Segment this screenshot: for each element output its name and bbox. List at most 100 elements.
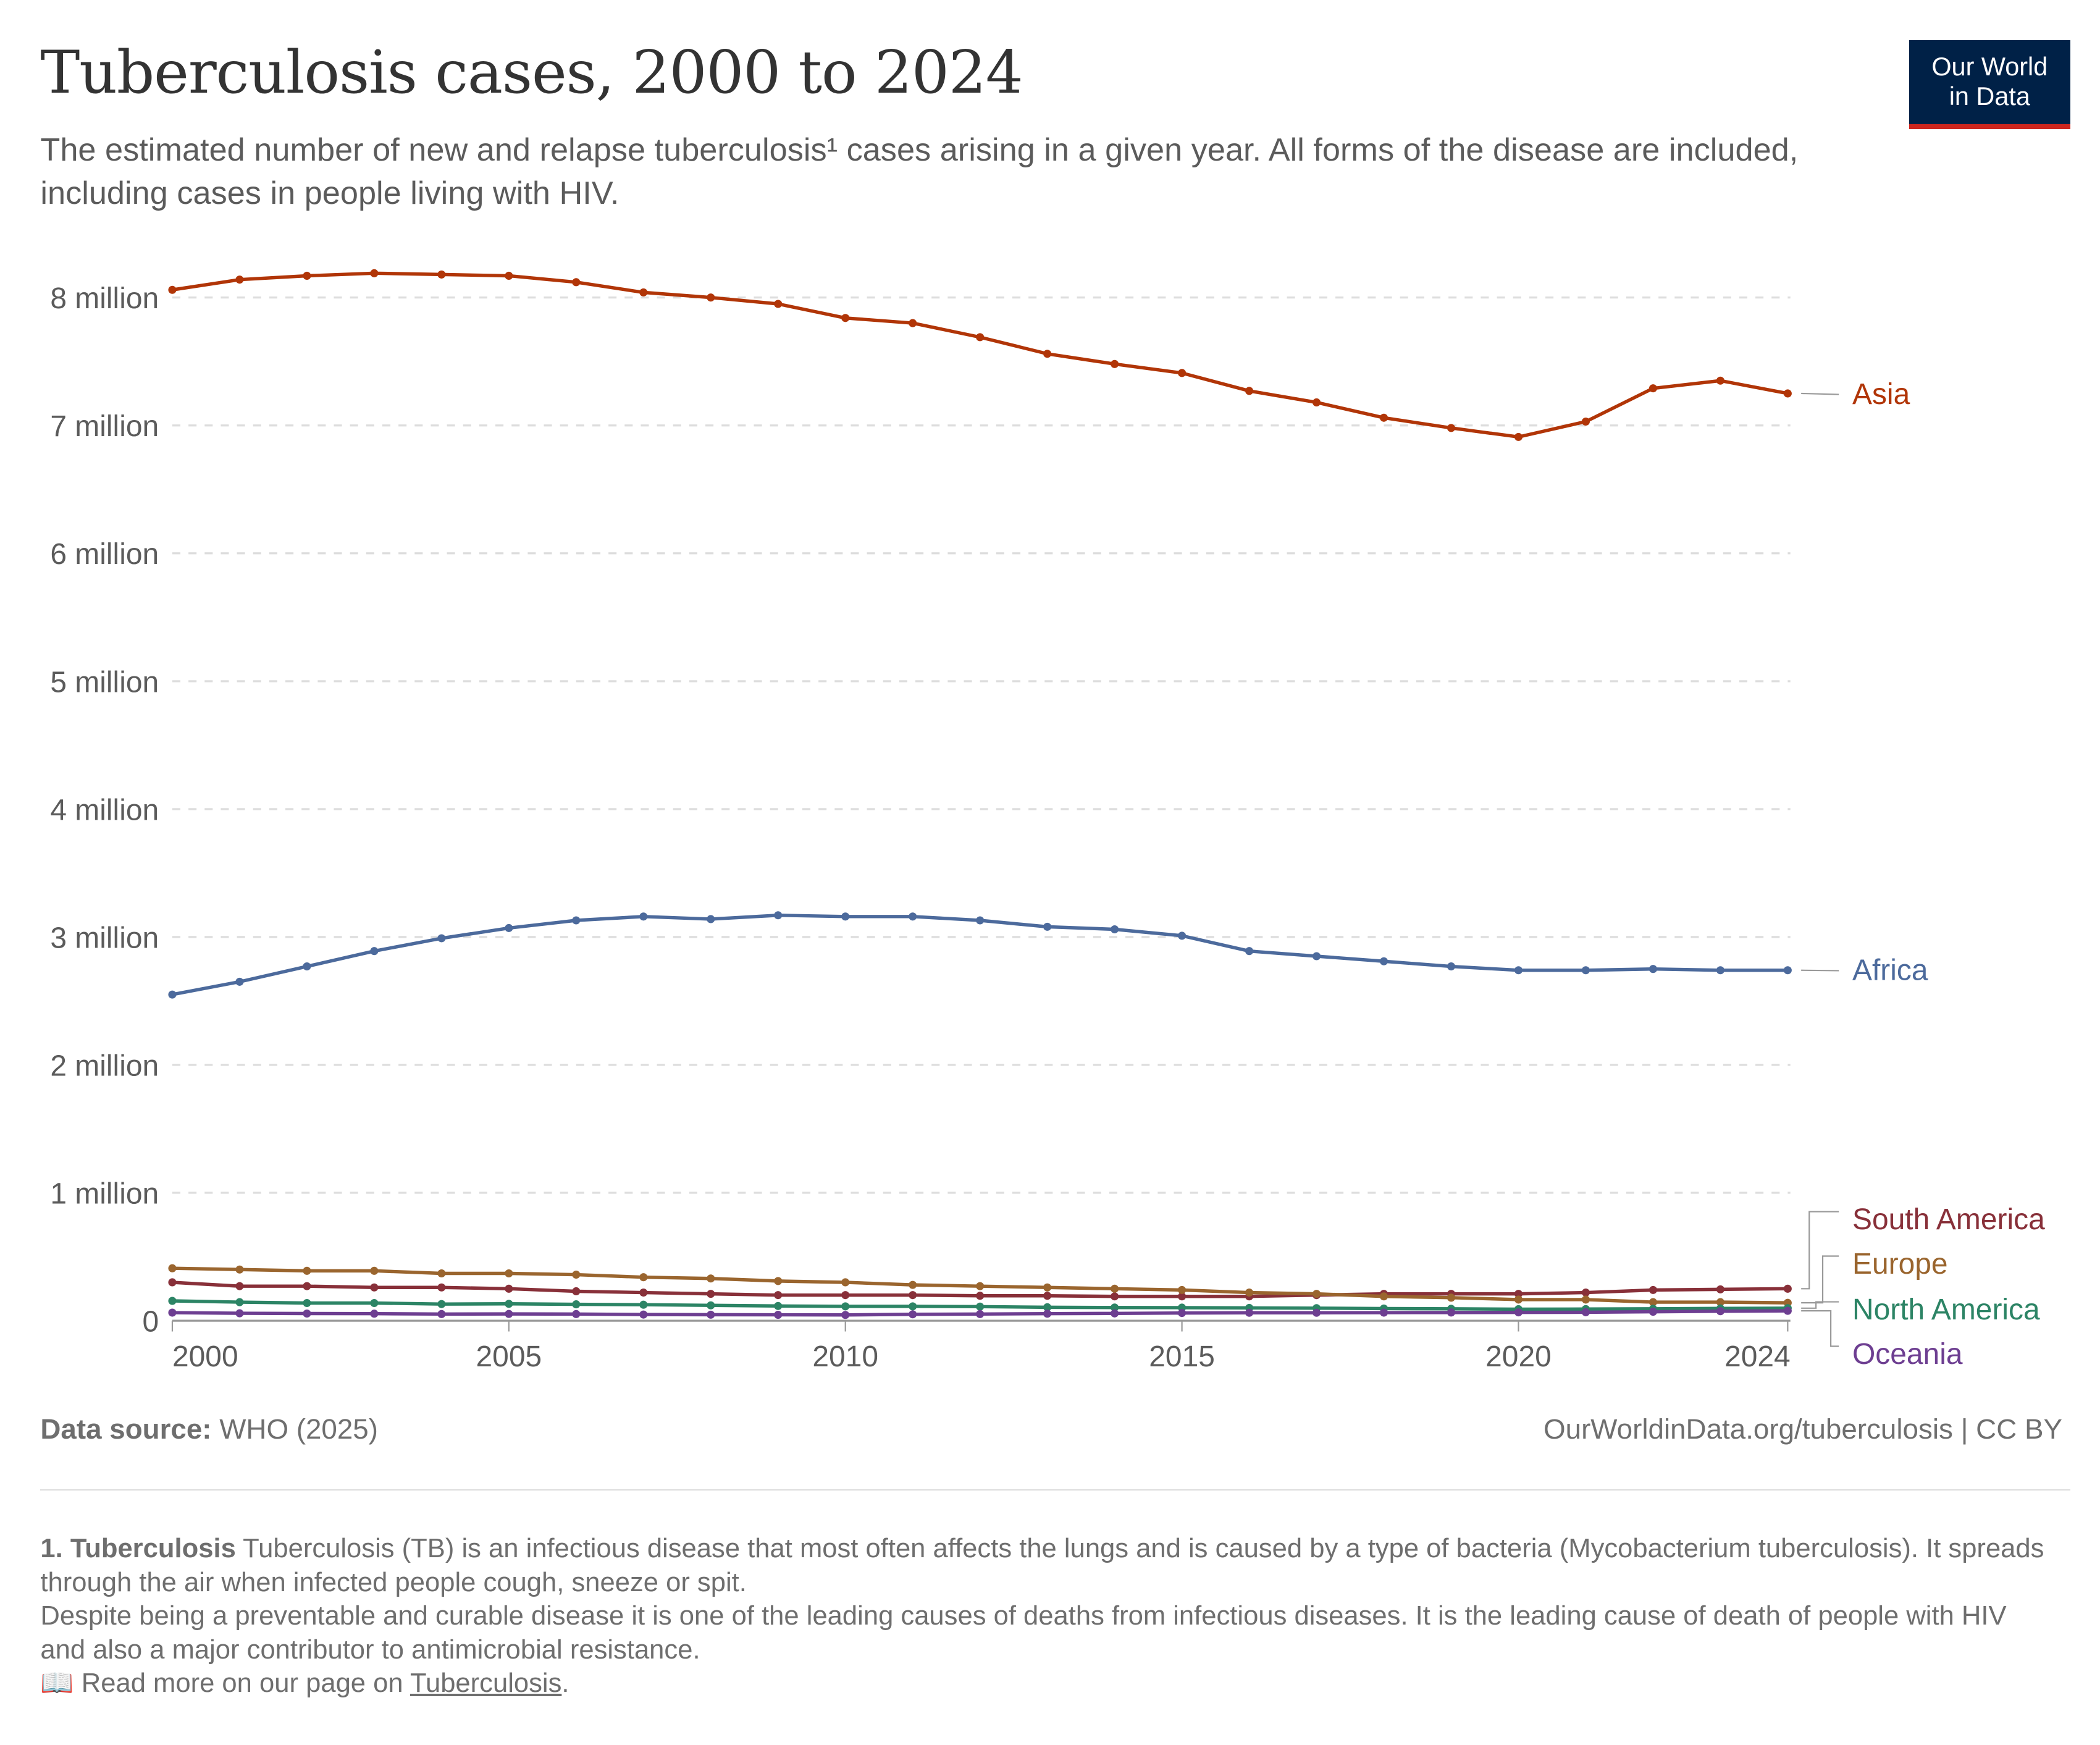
series-label: South America — [1852, 1203, 2045, 1236]
tuberculosis-link[interactable]: Tuberculosis — [410, 1668, 562, 1699]
data-point — [1716, 1298, 1724, 1306]
data-point — [1447, 962, 1456, 971]
read-more-text: Read more on our page on — [74, 1668, 410, 1699]
data-point — [976, 916, 985, 925]
data-point — [505, 1284, 513, 1293]
data-point — [909, 1310, 917, 1319]
chart-title: Tuberculosis cases, 2000 to 2024 — [40, 38, 1023, 107]
label-connector — [1801, 1211, 1839, 1290]
label-connector — [1801, 969, 1839, 972]
data-point — [235, 1282, 244, 1290]
data-source: Data source: WHO (2025) — [40, 1413, 378, 1445]
data-point — [168, 1308, 177, 1317]
x-tick-label: 2020 — [1485, 1340, 1552, 1373]
data-point — [370, 1266, 379, 1275]
data-point — [774, 911, 783, 920]
note-body-2: Despite being a preventable and curable … — [40, 1601, 2007, 1665]
y-tick-label: 3 million — [50, 922, 159, 954]
data-point — [707, 1310, 715, 1319]
data-point — [1245, 387, 1254, 395]
data-point — [1581, 1288, 1590, 1297]
data-point — [437, 1300, 446, 1308]
series-label: Asia — [1852, 378, 1910, 411]
data-point — [774, 300, 783, 308]
data-point — [1379, 1308, 1388, 1317]
data-point — [841, 314, 850, 322]
y-tick-label: 8 million — [50, 282, 159, 315]
data-point — [1716, 1307, 1724, 1316]
source-value: WHO (2025) — [211, 1413, 378, 1445]
data-point — [1379, 413, 1388, 422]
data-point — [505, 1300, 513, 1308]
read-more-suffix: . — [561, 1668, 569, 1699]
chart-subtitle: The estimated number of new and relapse … — [40, 132, 1799, 211]
series-label: North America — [1852, 1293, 2040, 1326]
series-line-africa — [172, 914, 1788, 996]
data-point — [168, 1297, 177, 1305]
data-point — [639, 912, 648, 921]
data-point — [505, 1310, 513, 1318]
data-point — [841, 912, 850, 921]
data-point — [1514, 1290, 1523, 1298]
x-tick-label: 2015 — [1149, 1340, 1215, 1373]
data-point — [707, 915, 715, 923]
data-point — [370, 1298, 379, 1308]
source-url[interactable]: OurWorldinData.org/tuberculosis | CC BY — [1544, 1413, 2062, 1445]
data-point — [1648, 384, 1657, 393]
data-point — [1447, 424, 1456, 432]
data-point — [1716, 966, 1724, 975]
data-point — [841, 1302, 850, 1311]
data-point — [1043, 1292, 1052, 1300]
data-point — [505, 271, 513, 280]
data-point — [1043, 350, 1052, 358]
note-body: Tuberculosis (TB) is an infectious disea… — [40, 1534, 2044, 1597]
data-point — [235, 1309, 244, 1318]
data-point — [639, 1300, 648, 1309]
data-point — [303, 1309, 311, 1318]
x-tick-label: 2024 — [1724, 1340, 1791, 1373]
data-point — [168, 1278, 177, 1287]
label-connector — [1801, 392, 1839, 395]
data-point — [1111, 360, 1119, 368]
data-point — [1379, 1292, 1388, 1301]
label-connector — [1801, 1310, 1839, 1347]
data-point — [303, 1298, 311, 1308]
data-point — [437, 1310, 446, 1318]
data-point — [1178, 1309, 1186, 1318]
data-point — [841, 1311, 850, 1319]
source-label: Data source: — [40, 1413, 212, 1445]
data-point — [1111, 1309, 1119, 1318]
data-point — [1043, 1310, 1052, 1318]
data-point — [303, 1266, 311, 1275]
series-label: Africa — [1852, 954, 1928, 987]
data-point — [774, 1277, 783, 1285]
data-point — [1783, 1306, 1792, 1315]
data-point — [1648, 1298, 1657, 1306]
data-point — [1312, 952, 1321, 961]
data-point — [707, 293, 715, 302]
data-point — [1043, 922, 1052, 931]
data-point — [1716, 1285, 1724, 1293]
data-point — [1514, 966, 1523, 975]
data-point — [909, 1302, 917, 1311]
data-point — [1312, 1308, 1321, 1317]
label-connector — [1801, 1301, 1839, 1309]
data-point — [1043, 1283, 1052, 1292]
y-tick-label: 7 million — [50, 410, 159, 443]
data-point — [639, 1288, 648, 1297]
data-point — [370, 947, 379, 956]
data-point — [639, 1273, 648, 1282]
data-point — [505, 1269, 513, 1278]
data-point — [909, 319, 917, 327]
data-point — [168, 1264, 177, 1272]
data-point — [303, 1282, 311, 1290]
owid-logo[interactable]: Our World in Data — [1909, 40, 2071, 130]
data-point — [235, 977, 244, 986]
data-point — [1245, 1288, 1254, 1297]
x-tick-label: 2005 — [476, 1340, 542, 1373]
data-point — [1581, 417, 1590, 426]
data-point — [1245, 947, 1254, 956]
note-title: 1. Tuberculosis — [40, 1534, 236, 1564]
data-point — [1379, 957, 1388, 965]
y-tick-label: 0 — [143, 1306, 159, 1339]
